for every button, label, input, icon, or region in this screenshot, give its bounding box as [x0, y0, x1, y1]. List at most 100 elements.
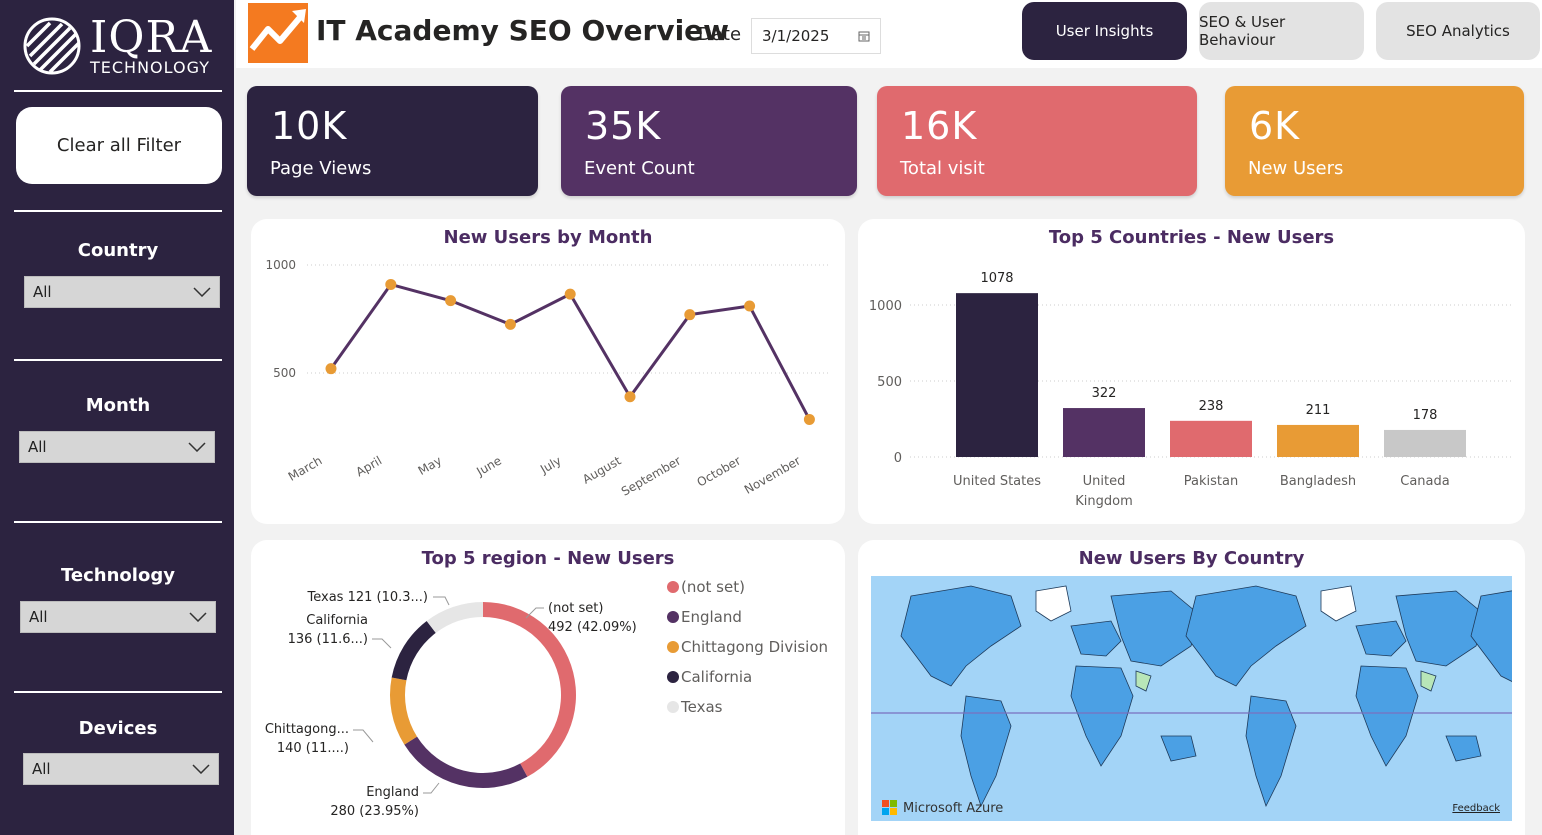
chevron-down-icon: [188, 442, 206, 452]
slice-data-label: 280 (23.95%): [330, 804, 419, 819]
line-chart: 500 1000 March April May June July AugustSeptem…: [265, 258, 831, 499]
legend-label: California: [681, 668, 752, 686]
country-dropdown[interactable]: All: [24, 276, 220, 308]
bar: [956, 293, 1038, 457]
slice-data-label: 136 (11.6...): [288, 632, 368, 647]
azure-attribution: Microsoft Azure: [882, 800, 1003, 816]
x-tick-label: April: [354, 453, 385, 479]
donut-chart-panel: Top 5 region - New Users (not set) 492 (4…: [251, 540, 845, 835]
chevron-down-icon: [192, 764, 210, 774]
header: IT Academy SEO Overview Date 3/1/2025 Us…: [236, 0, 1542, 68]
bar-data-label: 238: [1199, 399, 1224, 414]
donut-chart: (not set) 492 (42.09%) England 280 (23.95%)…: [265, 578, 828, 819]
donut-slice: [390, 677, 418, 745]
kpi-label: Page Views: [270, 158, 372, 179]
azure-label: Microsoft Azure: [903, 800, 1004, 816]
slice-data-label: Texas 121 (10.3...): [307, 590, 429, 605]
technology-dropdown[interactable]: All: [20, 601, 216, 633]
country-dropdown-value: All: [33, 283, 52, 301]
divider: [14, 90, 222, 92]
data-point: [803, 413, 815, 425]
donut-slice: [483, 602, 576, 777]
legend-marker: [667, 611, 679, 623]
date-picker[interactable]: 3/1/2025: [751, 18, 881, 54]
chevron-down-icon: [193, 287, 211, 297]
slice-data-label: 492 (42.09%): [548, 620, 637, 635]
x-tick-label: May: [416, 453, 444, 478]
legend-marker: [667, 641, 679, 653]
y-tick-label: 1000: [265, 258, 296, 272]
slice-data-label: California: [306, 613, 368, 628]
kpi-value: 10K: [271, 104, 348, 148]
x-tick-label: August: [580, 453, 624, 486]
donut-slice: [404, 736, 528, 788]
bar-data-label: 178: [1413, 408, 1438, 423]
nav-seo-user-behaviour-button[interactable]: SEO & User Behaviour: [1199, 2, 1364, 60]
kpi-card-total-visit: 16K Total visit: [877, 86, 1197, 196]
chevron-down-icon: [189, 612, 207, 622]
data-point: [504, 318, 516, 330]
divider: [14, 359, 222, 361]
calendar-icon: [858, 31, 870, 42]
divider: [14, 691, 222, 693]
devices-dropdown[interactable]: All: [23, 753, 219, 785]
world-map-graphic: [871, 585, 1512, 808]
month-dropdown[interactable]: All: [19, 431, 215, 463]
leader-line: [423, 782, 440, 794]
y-tick-label: 500: [877, 375, 902, 390]
bar-data-label: 1078: [980, 271, 1013, 286]
data-point: [744, 300, 756, 312]
nav-user-insights-button[interactable]: User Insights: [1022, 2, 1187, 60]
kpi-value: 16K: [901, 104, 978, 148]
globe-logo-icon: [23, 17, 81, 75]
data-point: [325, 363, 337, 375]
bar: [1277, 424, 1359, 457]
brand-name: IQRA: [90, 12, 213, 63]
divider: [14, 210, 222, 212]
sidebar: IQRA TECHNOLOGY Clear all Filter Country…: [0, 0, 234, 835]
leader-line: [525, 607, 544, 619]
legend-label: England: [681, 608, 742, 626]
x-tick-label: United States: [953, 474, 1041, 489]
country-filter-title: Country: [77, 240, 159, 261]
x-tick-label: October: [695, 453, 744, 489]
legend-label: Chittagong Division: [681, 638, 828, 656]
legend-marker: [667, 701, 679, 713]
x-tick-label: Canada: [1400, 474, 1449, 489]
clear-all-filter-button[interactable]: Clear all Filter: [16, 107, 222, 184]
world-map[interactable]: Microsoft Azure Feedback: [871, 576, 1512, 821]
kpi-label: Total visit: [900, 158, 985, 179]
legend-label: (not set): [681, 578, 745, 596]
x-tick-label: Kingdom: [1075, 494, 1133, 509]
donut-chart-title: Top 5 region - New Users: [421, 548, 675, 569]
kpi-value: 6K: [1249, 104, 1301, 148]
date-value: 3/1/2025: [762, 27, 830, 45]
nav-seo-analytics-button[interactable]: SEO Analytics: [1376, 2, 1540, 60]
data-point: [385, 278, 397, 290]
brand-logo: IQRA TECHNOLOGY: [22, 14, 217, 78]
leader-line: [353, 729, 374, 743]
slice-data-label: Chittagong...: [265, 722, 349, 737]
map-feedback-link[interactable]: Feedback: [1452, 803, 1500, 814]
month-dropdown-value: All: [28, 438, 47, 456]
bar-data-label: 322: [1092, 386, 1117, 401]
bar: [1063, 408, 1145, 457]
data-point: [564, 288, 576, 300]
kpi-card-event-count: 35K Event Count: [561, 86, 857, 196]
map-panel: New Users By Country: [858, 540, 1525, 835]
trend-chart-icon: [248, 3, 308, 63]
devices-dropdown-value: All: [32, 760, 51, 778]
technology-filter-title: Technology: [61, 565, 175, 586]
data-point: [684, 309, 696, 321]
line-chart-title: New Users by Month: [443, 227, 653, 248]
map-title: New Users By Country: [1078, 548, 1305, 569]
leader-line: [433, 596, 450, 606]
kpi-card-new-users: 6K New Users: [1225, 86, 1524, 196]
map-tile: [900, 585, 1202, 808]
slice-data-label: 140 (11....): [277, 741, 349, 756]
y-tick-label: 500: [273, 366, 296, 380]
divider: [14, 521, 222, 523]
slice-data-label: England: [366, 785, 419, 800]
line-chart-panel: New Users by Month 500 1000 March April May J…: [251, 219, 845, 524]
donut-slice: [426, 602, 483, 633]
